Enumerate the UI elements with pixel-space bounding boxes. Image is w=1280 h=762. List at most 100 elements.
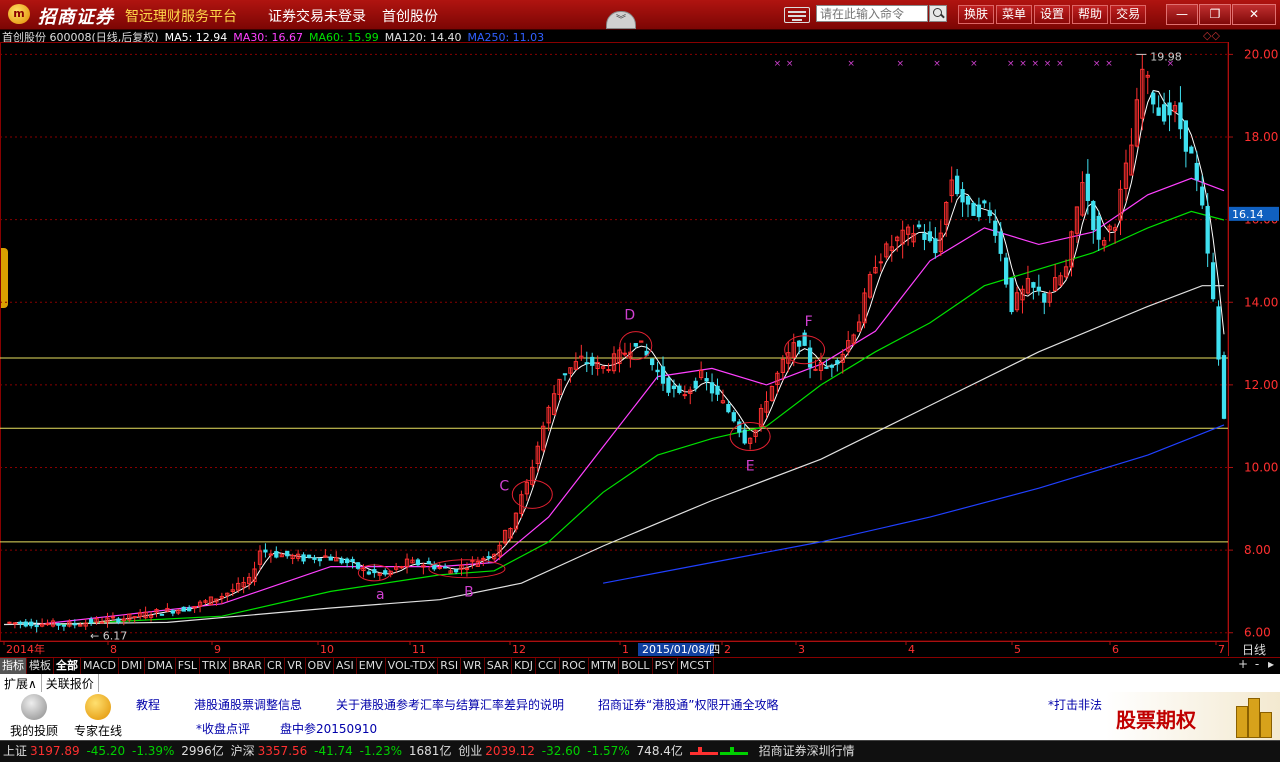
news-link[interactable]: 关于港股通参考汇率与结算汇率差异的说明	[336, 698, 565, 712]
candle-body	[682, 394, 687, 397]
options-ad-banner[interactable]: 股票期权	[1106, 692, 1280, 740]
trade-status[interactable]: 证券交易未登录	[268, 9, 366, 25]
sh-index-label: 上证	[3, 744, 28, 758]
candle-body	[758, 407, 764, 427]
candle-body	[993, 220, 998, 236]
news-link[interactable]: 招商证券“港股通”权限开通全攻略	[598, 698, 779, 712]
indicator-tab[interactable]: 模板	[27, 658, 54, 674]
indicator-tab[interactable]: KDJ	[512, 658, 536, 674]
indicator-tab[interactable]: 全部	[54, 658, 81, 674]
candle-body	[372, 569, 377, 574]
candle-body	[274, 551, 279, 558]
candle-body	[225, 592, 230, 596]
news-link[interactable]: 教程	[136, 698, 161, 712]
indicator-tab[interactable]: CR	[265, 658, 286, 674]
scroll-right-button[interactable]: ▸	[1267, 657, 1275, 671]
indicator-tab[interactable]: DMI	[119, 658, 146, 674]
my-advisor-button[interactable]: 我的投顾	[4, 694, 64, 740]
command-input[interactable]	[816, 5, 928, 22]
news-link[interactable]: 盘中参20150910	[280, 722, 378, 736]
search-icon[interactable]	[929, 5, 947, 22]
settings-button[interactable]: 设置	[1034, 5, 1071, 24]
news-link[interactable]: 港股通股票调整信息	[194, 698, 303, 712]
candle-body	[203, 600, 208, 603]
expert-online-button[interactable]: 专家在线	[68, 694, 128, 740]
candle-body	[715, 385, 720, 395]
candle-body	[23, 621, 28, 627]
candle-body	[780, 358, 785, 373]
candle-body	[497, 544, 502, 557]
candle-body	[551, 393, 557, 416]
candle-body	[954, 175, 960, 195]
indicator-tab[interactable]: BOLL	[619, 658, 653, 674]
zoom-in-button[interactable]: +	[1237, 657, 1249, 671]
trade-button[interactable]: 交易	[1110, 5, 1147, 24]
candle-body	[922, 233, 927, 240]
index-status-bar: 上证 3197.89 -45.20 -1.39% 2996亿 沪深 3357.56 …	[0, 740, 1280, 762]
indicator-tab[interactable]: OBV	[306, 658, 334, 674]
indicator-tab[interactable]: SAR	[485, 658, 513, 674]
close-button[interactable]: ✕	[1232, 4, 1276, 25]
candle-body	[938, 232, 943, 253]
indicator-tab[interactable]: BRAR	[230, 658, 266, 674]
indicator-tab[interactable]: MACD	[81, 658, 119, 674]
indicator-tab[interactable]: CCI	[536, 658, 560, 674]
candle-body	[192, 605, 197, 609]
menu-button[interactable]: 菜单	[996, 5, 1033, 24]
indicator-tab[interactable]: RSI	[438, 658, 462, 674]
ma5-label: MA5: 12.94	[164, 31, 228, 44]
side-expand-handle[interactable]	[0, 248, 8, 308]
candle-body	[573, 361, 579, 370]
ma30-line	[36, 177, 1225, 626]
expand-tab[interactable]: 扩展∧	[0, 674, 42, 693]
indicator-tab[interactable]: 指标	[0, 658, 27, 674]
news-link-right[interactable]: *打击非法	[1048, 698, 1103, 712]
minimize-button[interactable]: —	[1166, 4, 1198, 25]
restore-button[interactable]: ❐	[1199, 4, 1231, 25]
indicator-tab[interactable]: VOL-TDX	[386, 658, 439, 674]
news-link[interactable]: *收盘点评	[196, 722, 251, 736]
skin-button[interactable]: 换肤	[958, 5, 995, 24]
candle-body	[1085, 173, 1090, 201]
candle-body	[410, 559, 415, 564]
related-quotes-tab[interactable]: 关联报价	[42, 674, 99, 693]
candle-body	[742, 429, 747, 444]
candle-body	[350, 558, 355, 563]
chevron-down-icon[interactable]: ︾	[606, 11, 636, 29]
candle-body	[328, 556, 333, 561]
indicator-tab[interactable]: DMA	[145, 658, 176, 674]
indicator-tab[interactable]: MTM	[589, 658, 620, 674]
period-label[interactable]: 日线	[1241, 643, 1266, 657]
indicator-tab[interactable]: MCST	[678, 658, 714, 674]
sh-index-amount: 2996亿	[181, 744, 224, 758]
indicator-tab[interactable]: PSY	[653, 658, 678, 674]
indicator-tab[interactable]: TRIX	[200, 658, 231, 674]
candle-body	[475, 560, 480, 567]
candle-body	[709, 382, 715, 394]
zoom-out-button[interactable]: -	[1254, 657, 1260, 671]
candle-body	[1156, 107, 1161, 116]
indicator-tab[interactable]: ASI	[334, 658, 357, 674]
ma250-label: MA250: 11.03	[467, 31, 545, 44]
candle-body	[541, 425, 546, 451]
indicator-tab[interactable]: ROC	[560, 658, 589, 674]
candle-body	[355, 562, 361, 569]
help-button[interactable]: 帮助	[1072, 5, 1109, 24]
candle-body	[383, 570, 388, 575]
my-advisor-label: 我的投顾	[9, 724, 58, 738]
indicator-tab[interactable]: FSL	[176, 658, 200, 674]
indicator-tab[interactable]: EMV	[357, 658, 386, 674]
indicator-tab[interactable]: WR	[461, 658, 485, 674]
brand-name: 招商证券	[38, 7, 114, 28]
diamond-icon[interactable]: ◇◇	[1203, 29, 1220, 42]
candle-body	[1020, 288, 1025, 301]
keyboard-icon[interactable]	[784, 7, 810, 23]
x-axis-strip	[0, 641, 1228, 656]
candle-body	[443, 566, 448, 569]
indicator-tab[interactable]: VR	[285, 658, 306, 674]
candle-body	[726, 404, 731, 413]
candle-body	[159, 613, 165, 616]
candle-body	[502, 529, 508, 544]
candle-body	[29, 621, 34, 627]
